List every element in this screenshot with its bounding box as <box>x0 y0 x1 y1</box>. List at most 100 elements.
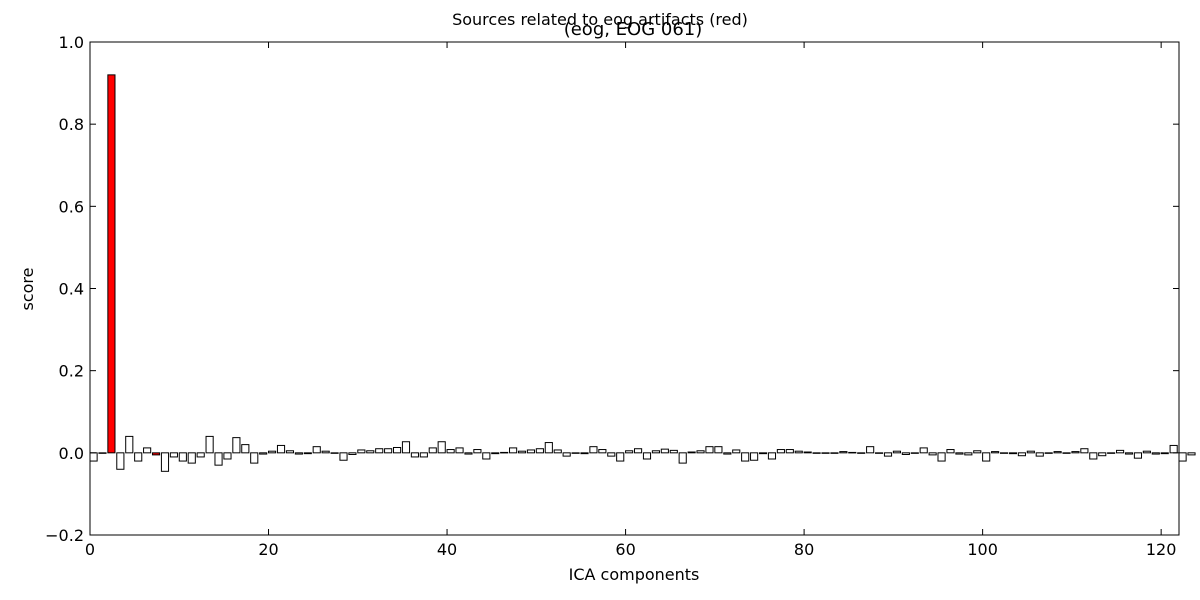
bar-component-27 <box>330 452 339 454</box>
bar-component-5 <box>134 452 143 462</box>
bar-component-95 <box>937 452 946 462</box>
bar-component-106 <box>1035 452 1044 457</box>
y-tick-label: 0.8 <box>59 115 84 134</box>
plot-frame <box>89 41 1180 536</box>
chart-title: Sources related to eog artifacts (red) <box>452 10 748 29</box>
bar-component-109 <box>1062 452 1071 454</box>
bar-component-79 <box>794 450 803 454</box>
bar-component-49 <box>526 449 536 454</box>
bar-component-14 <box>214 452 223 466</box>
x-tick-label: 40 <box>437 540 457 559</box>
bar-component-65 <box>669 449 678 454</box>
bar-component-84 <box>839 451 848 454</box>
bar-component-118 <box>1142 450 1151 454</box>
bar-component-92 <box>910 452 919 454</box>
bar-component-33 <box>384 448 393 454</box>
bar-component-113 <box>1098 452 1107 457</box>
bar-component-34 <box>392 446 402 454</box>
bar-component-43 <box>473 449 482 454</box>
bar-component-103 <box>1008 452 1018 455</box>
bar-component-38 <box>428 447 437 454</box>
x-tick-label: 60 <box>615 540 635 559</box>
bar-component-29 <box>348 452 357 455</box>
bar-component-17 <box>241 444 250 454</box>
bar-component-19 <box>259 452 268 455</box>
bar-component-123 <box>1187 452 1196 456</box>
bar-component-8 <box>160 452 170 472</box>
x-axis-label: ICA components <box>569 565 700 584</box>
bar-component-78 <box>785 449 794 454</box>
bar-component-46 <box>500 451 509 454</box>
bar-component-9 <box>169 452 178 458</box>
bar-component-15 <box>223 452 232 460</box>
y-axis-ticks: −0.2 0.0 0.2 0.4 0.6 0.8 1.0 <box>45 33 1179 545</box>
bar-component-39 <box>437 441 446 454</box>
x-tick-label: 100 <box>967 540 998 559</box>
bar-component-69 <box>705 446 714 454</box>
bar-component-59 <box>616 452 625 462</box>
bars-group <box>89 74 1196 472</box>
bar-component-36 <box>410 452 419 458</box>
x-tick-label: 80 <box>794 540 814 559</box>
bar-component-35 <box>401 441 411 454</box>
bar-component-60 <box>625 450 634 454</box>
bar-component-62 <box>642 452 652 460</box>
chart-subtitle: (eog, EOG 061) <box>564 19 703 40</box>
bar-component-18 <box>250 452 259 464</box>
bar-component-100 <box>982 452 991 462</box>
x-axis-ticks: 0 20 40 60 80 100 120 <box>85 42 1176 559</box>
bar-component-31 <box>366 450 375 454</box>
bar-component-40 <box>446 449 455 454</box>
bar-component-2 <box>107 74 116 454</box>
bar-component-110 <box>1071 451 1080 454</box>
bar-component-61 <box>634 448 643 454</box>
bar-component-82 <box>821 452 830 454</box>
bar-component-68 <box>696 450 705 454</box>
bar-component-0 <box>89 452 98 462</box>
bar-component-10 <box>178 452 187 462</box>
bar-component-52 <box>553 449 562 454</box>
x-tick-label: 20 <box>258 540 278 559</box>
bar-component-75 <box>758 452 768 455</box>
bar-component-57 <box>598 449 607 454</box>
bar-component-23 <box>294 452 303 455</box>
bar-component-107 <box>1044 452 1053 454</box>
bar-component-114 <box>1107 452 1116 454</box>
bar-component-53 <box>562 452 571 457</box>
bar-component-41 <box>455 447 464 454</box>
bar-component-24 <box>303 452 312 455</box>
bar-component-112 <box>1089 452 1098 460</box>
bar-component-99 <box>973 450 982 454</box>
bar-component-102 <box>999 452 1009 454</box>
bar-component-105 <box>1026 450 1035 454</box>
y-tick-label: −0.2 <box>45 526 84 545</box>
bar-component-85 <box>848 451 857 454</box>
bar-component-87 <box>866 446 875 454</box>
bar-component-66 <box>678 452 687 464</box>
bar-component-120 <box>1160 452 1169 455</box>
bar-component-21 <box>276 444 286 454</box>
bar-component-42 <box>464 452 473 455</box>
bar-component-80 <box>803 451 812 454</box>
bar-component-71 <box>723 452 732 455</box>
bar-component-55 <box>580 452 589 455</box>
bar-component-7 <box>151 452 161 456</box>
bar-component-11 <box>187 452 196 464</box>
bar-component-12 <box>196 452 205 458</box>
bar-component-16 <box>232 437 241 454</box>
y-tick-label: 0.4 <box>59 280 84 299</box>
bar-component-115 <box>1116 449 1125 454</box>
bar-component-25 <box>312 446 321 454</box>
bar-component-76 <box>767 452 777 460</box>
bar-component-89 <box>883 452 893 457</box>
bar-component-70 <box>714 446 723 454</box>
bar-component-13 <box>205 435 214 454</box>
y-tick-label: 0.2 <box>59 362 84 381</box>
bar-component-26 <box>321 450 330 454</box>
bar-component-91 <box>901 452 910 455</box>
bar-component-58 <box>607 452 616 457</box>
bar-component-32 <box>375 448 384 454</box>
bar-component-50 <box>535 448 544 454</box>
bar-component-101 <box>991 451 1000 454</box>
